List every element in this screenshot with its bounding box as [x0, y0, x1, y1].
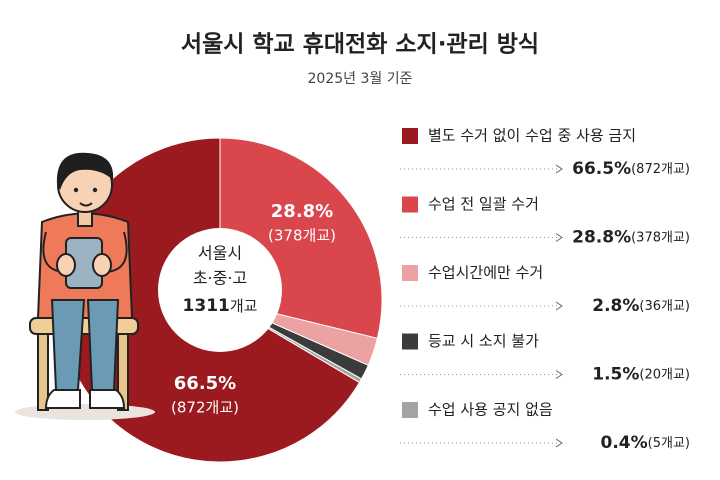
legend-percent: 28.8%	[572, 228, 631, 248]
legend-count: (20개교)	[639, 367, 690, 382]
legend-swatch	[402, 128, 418, 144]
center-total: 1311개교	[183, 296, 258, 316]
legend-value: 66.5%(872개교)	[572, 159, 690, 179]
legend-swatch	[402, 333, 418, 350]
legend-swatch	[402, 265, 418, 281]
leader-arrow	[555, 438, 563, 448]
legend-percent: 1.5%	[592, 365, 639, 385]
legend-count: (378개교)	[631, 230, 690, 245]
chart-title: 서울시 학교 휴대전화 소지·관리 방식	[181, 32, 539, 58]
legend-value: 2.8%(36개교)	[592, 296, 690, 316]
legend-swatch	[402, 402, 418, 418]
center-label: 초·중·고	[193, 269, 247, 288]
legend-value: 1.5%(20개교)	[592, 365, 690, 385]
slice-value-label: 28.8%	[271, 201, 333, 222]
legend-label: 등교 시 소지 불가	[428, 332, 539, 350]
center-label: 서울시	[198, 244, 242, 263]
legend-percent: 66.5%	[572, 159, 631, 179]
legend-count: (5개교)	[648, 436, 690, 451]
illustration	[15, 152, 155, 420]
legend-swatch	[402, 196, 418, 213]
center-total-number: 1311	[183, 296, 230, 316]
legend-value: 28.8%(378개교)	[572, 228, 690, 248]
legend-label: 수업 사용 공지 없음	[428, 401, 553, 419]
legend-percent: 2.8%	[592, 296, 639, 316]
center-unit: 개교	[230, 297, 258, 315]
leader-arrow	[555, 301, 563, 311]
leader-arrow	[555, 370, 563, 379]
slice-value-label: 66.5%	[174, 373, 236, 394]
leader-arrow	[555, 233, 563, 242]
legend-percent: 0.4%	[601, 433, 648, 453]
legend: 별도 수거 없이 수업 중 사용 금지 66.5%(872개교) 수업 전 일괄 수…	[400, 127, 691, 453]
donut-hole	[158, 228, 282, 352]
legend-count: (872개교)	[631, 162, 690, 177]
slice-count-label: (872개교)	[171, 399, 239, 417]
leader-arrow	[555, 164, 563, 174]
legend-value: 0.4%(5개교)	[601, 433, 691, 453]
legend-label: 별도 수거 없이 수업 중 사용 금지	[428, 127, 636, 145]
legend-label: 수업 전 일괄 수거	[428, 195, 539, 213]
slice-count-label: (378개교)	[268, 227, 336, 245]
legend-count: (36개교)	[639, 299, 690, 314]
chart-subtitle: 2025년 3월 기준	[308, 71, 413, 87]
legend-label: 수업시간에만 수거	[428, 264, 543, 282]
